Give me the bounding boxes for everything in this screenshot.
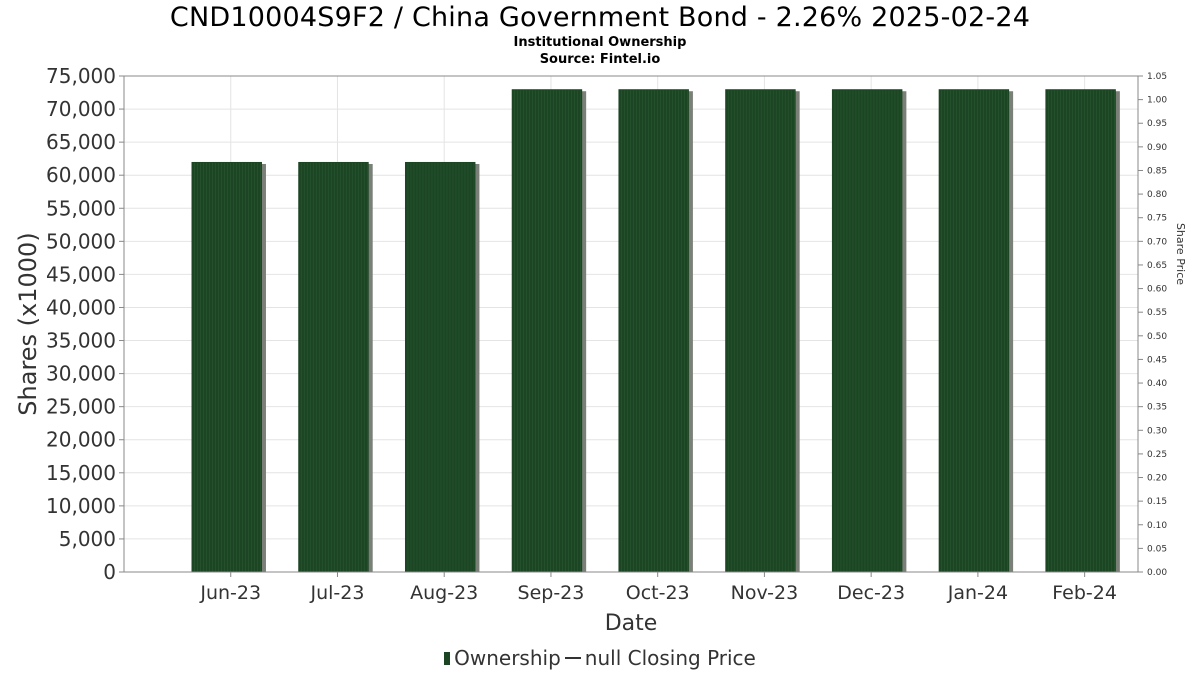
y-tick-label: 25,000 [46, 395, 116, 419]
ownership-chart: 0 5,000 10,000 15,000 20,000 25,000 30,000 35,0… [14, 64, 1187, 636]
y2-tick-label: 0.15 [1147, 497, 1167, 507]
y2-tick-label: 0.50 [1147, 332, 1167, 342]
y-tick-label: 35,000 [46, 329, 116, 353]
x-tick-label: Jul-23 [309, 582, 364, 604]
y2-tick-label: 0.60 [1147, 285, 1167, 295]
y2-tick-label: 0.25 [1147, 450, 1167, 460]
y2-tick-label: 0.80 [1147, 190, 1167, 200]
legend: Ownership null Closing Price [0, 646, 1200, 670]
y-tick-label: 65,000 [46, 130, 116, 154]
y-tick-label: 45,000 [46, 262, 116, 286]
chart-source: Source: Fintel.io [539, 52, 661, 67]
x-tick-label: Jan-24 [947, 582, 1008, 604]
y2-tick-label: 0.70 [1147, 237, 1167, 247]
y-tick-label: 10,000 [46, 494, 116, 518]
y-tick-label: 30,000 [46, 362, 116, 386]
chart-title: CND10004S9F2 / China Government Bond - 2… [169, 2, 1031, 33]
y-tick-label: 50,000 [46, 229, 116, 253]
y2-tick-label: 0.95 [1147, 119, 1167, 129]
y2-tick-label: 0.45 [1147, 355, 1167, 365]
x-axis-title: Date [605, 611, 658, 636]
y-tick-label: 40,000 [46, 295, 116, 319]
x-tick-label: Aug-23 [410, 582, 478, 604]
y2-tick-label: 0.40 [1147, 379, 1167, 389]
y-tick-label: 70,000 [46, 97, 116, 121]
y2-tick-label: 0.00 [1147, 568, 1167, 578]
price-legend-line [564, 657, 581, 659]
y2-tick-label: 0.20 [1147, 474, 1167, 484]
price-legend-label: null Closing Price [584, 646, 756, 670]
y2-tick-label: 0.30 [1147, 426, 1167, 436]
y2-tick-label: 1.05 [1147, 72, 1167, 82]
y2-tick-label: 0.05 [1147, 544, 1167, 554]
x-tick-label: Dec-23 [837, 582, 905, 604]
y2-tick-label: 0.90 [1147, 143, 1167, 153]
x-tick-label: Jun-23 [199, 582, 261, 604]
ownership-legend-swatch [444, 652, 451, 665]
y2-tick-label: 0.35 [1147, 403, 1167, 413]
y-tick-label: 15,000 [46, 461, 116, 485]
y2-tick-label: 0.75 [1147, 214, 1167, 224]
y-tick-label: 0 [103, 560, 116, 584]
x-tick-label: Oct-23 [626, 582, 690, 604]
y-tick-label: 60,000 [46, 163, 116, 187]
y2-tick-label: 1.00 [1147, 96, 1167, 106]
y2-tick-label: 0.85 [1147, 166, 1167, 176]
y2-tick-label: 0.65 [1147, 261, 1167, 271]
y-tick-label: 20,000 [46, 428, 116, 452]
y-tick-label: 75,000 [46, 64, 116, 88]
x-tick-label: Nov-23 [731, 582, 799, 604]
plot-area-border [123, 75, 1139, 573]
chart-subtitle: Institutional Ownership [513, 35, 687, 50]
y2-axis-title: Share Price [1174, 223, 1187, 285]
y-tick-label: 55,000 [46, 196, 116, 220]
y-axis-title: Shares (x1000) [14, 232, 42, 415]
ownership-legend-label: Ownership [454, 646, 561, 670]
y-tick-label: 5,000 [59, 527, 116, 551]
x-tick-label: Feb-24 [1052, 582, 1117, 604]
y2-tick-label: 0.55 [1147, 308, 1167, 318]
y2-tick-label: 0.10 [1147, 521, 1167, 531]
x-tick-label: Sep-23 [518, 582, 585, 604]
